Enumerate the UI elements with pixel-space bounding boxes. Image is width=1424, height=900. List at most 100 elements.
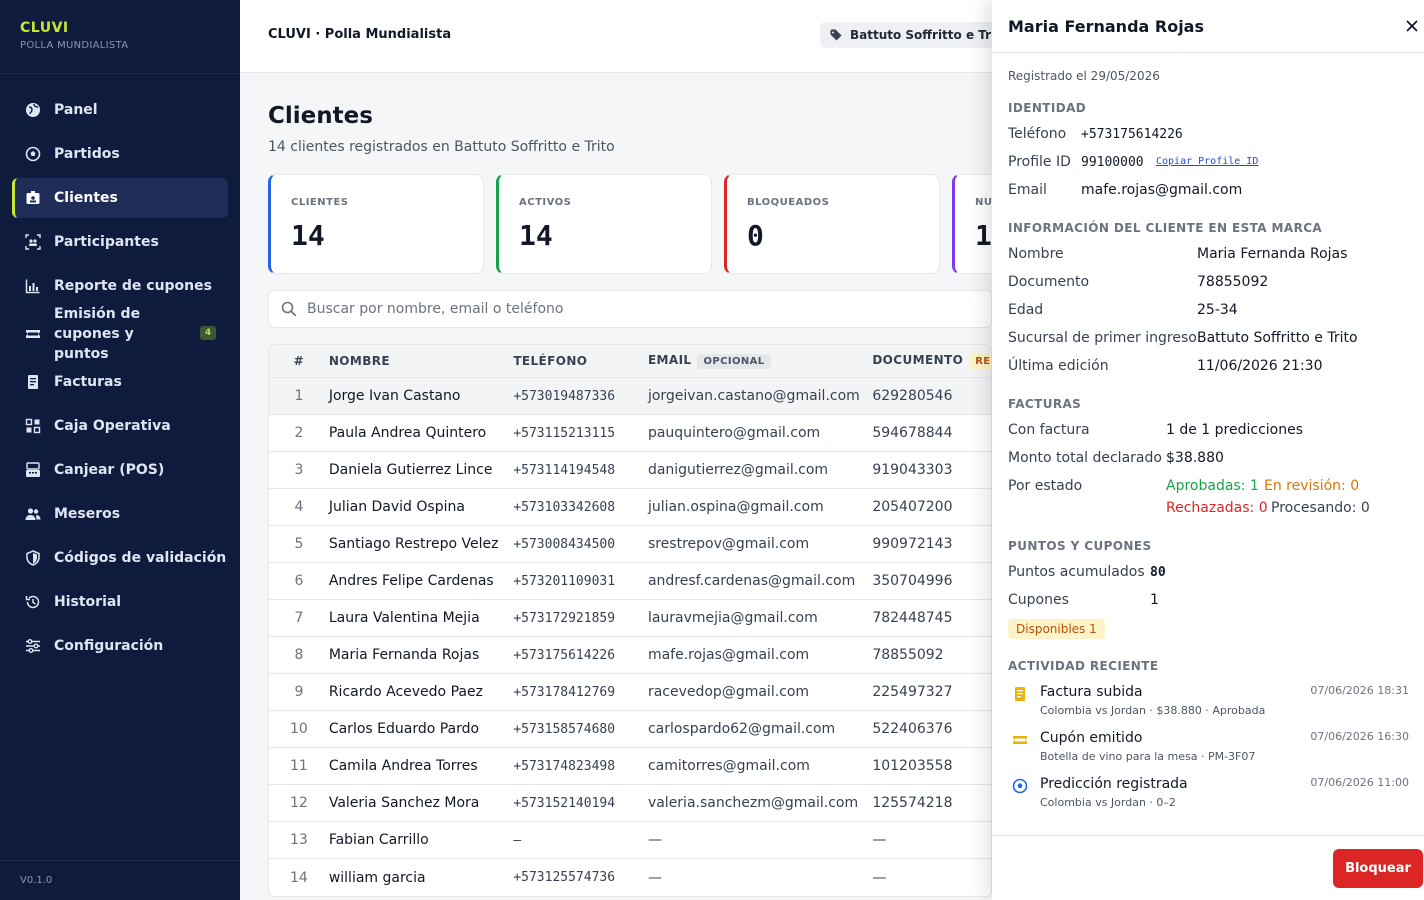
processing-count: Procesando: 0: [1271, 500, 1370, 516]
col-number: #: [293, 354, 305, 368]
sidebar-item-partidos[interactable]: Partidos: [12, 134, 228, 174]
globe-icon: [24, 101, 42, 119]
receipt-icon: [24, 373, 42, 391]
copy-profile-id-link[interactable]: Copiar Profile ID: [1156, 156, 1259, 167]
row-name: Laura Valentina Mejia: [328, 610, 480, 626]
stat-value: 0: [747, 219, 764, 252]
table-row[interactable]: 1 Jorge Ivan Castano +573019487336 jorgeiva…: [269, 378, 991, 415]
row-phone: –: [513, 832, 522, 848]
sidebar-item-canjear[interactable]: Canjear (POS): [12, 450, 228, 490]
col-email[interactable]: EMAIL OPCIONAL: [648, 353, 872, 369]
sidebar-item-codigos[interactable]: Códigos de validación: [12, 538, 228, 578]
ticket-icon: [24, 325, 42, 343]
row-name: Andres Felipe Cardenas: [328, 573, 494, 589]
col-phone[interactable]: TELÉFONO: [513, 354, 588, 368]
table-body: 1 Jorge Ivan Castano +573019487336 jorgeiva…: [269, 378, 991, 896]
row-name: Santiago Restrepo Velez: [328, 536, 499, 552]
row-number: 3: [294, 462, 304, 478]
optional-tag: OPCIONAL: [697, 354, 771, 369]
sidebar-item-panel[interactable]: Panel: [12, 90, 228, 130]
sliders-icon: [24, 637, 42, 655]
row-phone: +573115213115: [513, 425, 616, 441]
total-declared-value: $38.880: [1166, 450, 1224, 466]
users-scan-icon: [24, 233, 42, 251]
sidebar-item-label: Partidos: [54, 146, 120, 162]
row-number: 13: [290, 832, 308, 848]
drawer-header: Maria Fernanda Rojas: [992, 0, 1424, 53]
profile-id-label: Profile ID: [1008, 154, 1071, 170]
row-number: 10: [290, 721, 308, 737]
sidebar-item-reporte-cupones[interactable]: Reporte de cupones: [12, 266, 228, 306]
brand-selector[interactable]: Battuto Soffritto e Trito: [820, 22, 1020, 48]
activity-title: Predicción registrada: [1040, 776, 1188, 792]
table-row[interactable]: 7 Laura Valentina Mejia +573172921859 laura…: [269, 600, 991, 637]
sidebar-item-emision[interactable]: Emisión de cupones y puntos 4: [12, 306, 228, 362]
table-row[interactable]: 8 Maria Fernanda Rojas +573175614226 mafe.r…: [269, 637, 991, 674]
stat-card-bloqueados: BLOQUEADOS 0: [724, 174, 940, 274]
sidebar-item-label: Canjear (POS): [54, 462, 165, 478]
row-email: —: [647, 869, 662, 886]
row-email: srestrepov@gmail.com: [647, 536, 810, 552]
name-label: Nombre: [1008, 246, 1064, 262]
table-row[interactable]: 10 Carlos Eduardo Pardo +573158574680 carlo…: [269, 711, 991, 748]
section-activity: ACTIVIDAD RECIENTE: [1008, 659, 1159, 673]
row-name: william garcia: [328, 869, 426, 886]
table-row[interactable]: 2 Paula Andrea Quintero +573115213115 pauqu…: [269, 415, 991, 452]
row-email: —: [647, 832, 662, 848]
table-row[interactable]: 12 Valeria Sanchez Mora +573152140194 valer…: [269, 785, 991, 822]
stat-label: ACTIVOS: [519, 197, 572, 208]
drawer-footer: Bloquear: [992, 835, 1424, 900]
page-subtitle: 14 clientes registrados en Battuto Soffr…: [268, 139, 615, 155]
row-number: 1: [294, 388, 304, 404]
search-icon: [281, 301, 297, 317]
row-document: 522406376: [872, 721, 953, 737]
row-email: mafe.rojas@gmail.com: [647, 647, 810, 663]
points-label: Puntos acumulados: [1008, 564, 1145, 580]
row-phone: +573114194548: [513, 462, 616, 478]
table-row[interactable]: 3 Daniela Gutierrez Lince +573114194548 dan…: [269, 452, 991, 489]
col-name[interactable]: NOMBRE: [328, 354, 390, 368]
by-status-label: Por estado: [1008, 478, 1083, 494]
row-email: carlospardo62@gmail.com: [647, 721, 836, 737]
sidebar-item-configuracion[interactable]: Configuración: [12, 626, 228, 666]
sidebar-item-participantes[interactable]: Participantes: [12, 222, 228, 262]
document-label: Documento: [1008, 274, 1090, 290]
ticket-icon: [1013, 736, 1027, 744]
table-row[interactable]: 4 Julian David Ospina +573103342608 julian.…: [269, 489, 991, 526]
block-client-button[interactable]: Bloquear: [1333, 849, 1423, 888]
sidebar-item-clientes[interactable]: Clientes: [12, 178, 228, 218]
soccer-ball-icon: [24, 145, 42, 163]
header-title: CLUVI · Polla Mundialista: [268, 27, 452, 42]
activity-subtitle: Botella de vino para la mesa · PM-3F07: [1040, 750, 1256, 763]
sidebar-item-historial[interactable]: Historial: [12, 582, 228, 622]
table-row[interactable]: 5 Santiago Restrepo Velez +573008434500 sre…: [269, 526, 991, 563]
table-row[interactable]: 6 Andres Felipe Cardenas +573201109031 andr…: [269, 563, 991, 600]
row-document: 629280546: [872, 388, 953, 404]
activity-title: Factura subida: [1040, 684, 1143, 700]
search-input[interactable]: [307, 301, 987, 317]
table-row[interactable]: 11 Camila Andrea Torres +573174823498 camit…: [269, 748, 991, 785]
last-edit-value: 11/06/2026 21:30: [1197, 358, 1323, 374]
close-icon[interactable]: [1402, 16, 1422, 36]
brand-logo: CLUVI: [20, 20, 69, 36]
page-title: Clientes: [268, 103, 373, 129]
table-row[interactable]: 9 Ricardo Acevedo Paez +573178412769 raceve…: [269, 674, 991, 711]
activity-subtitle: Colombia vs Jordan · 0–2: [1040, 796, 1176, 809]
drawer-body: Registrado el 29/05/2026 IDENTIDAD Teléf…: [992, 53, 1424, 835]
table-row[interactable]: 13 Fabian Carrillo – — —: [269, 822, 991, 859]
table-row[interactable]: 14 william garcia +573125574736 — —: [269, 859, 991, 896]
sidebar-item-caja-operativa[interactable]: Caja Operativa: [12, 406, 228, 446]
sidebar-item-facturas[interactable]: Facturas: [12, 362, 228, 402]
col-document[interactable]: DOCUMENTO REQ: [872, 353, 991, 369]
row-phone: +573103342608: [513, 499, 616, 515]
row-number: 8: [294, 647, 304, 663]
row-name: Carlos Eduardo Pardo: [328, 721, 480, 737]
row-number: 4: [294, 499, 304, 515]
profile-id-value: 99100000: [1081, 155, 1144, 170]
row-number: 5: [294, 536, 304, 552]
row-name: Valeria Sanchez Mora: [328, 795, 480, 811]
people-icon: [24, 505, 42, 523]
row-name: Maria Fernanda Rojas: [328, 647, 480, 663]
activity-time: 07/06/2026 18:31: [1310, 684, 1409, 697]
sidebar-item-meseros[interactable]: Meseros: [12, 494, 228, 534]
